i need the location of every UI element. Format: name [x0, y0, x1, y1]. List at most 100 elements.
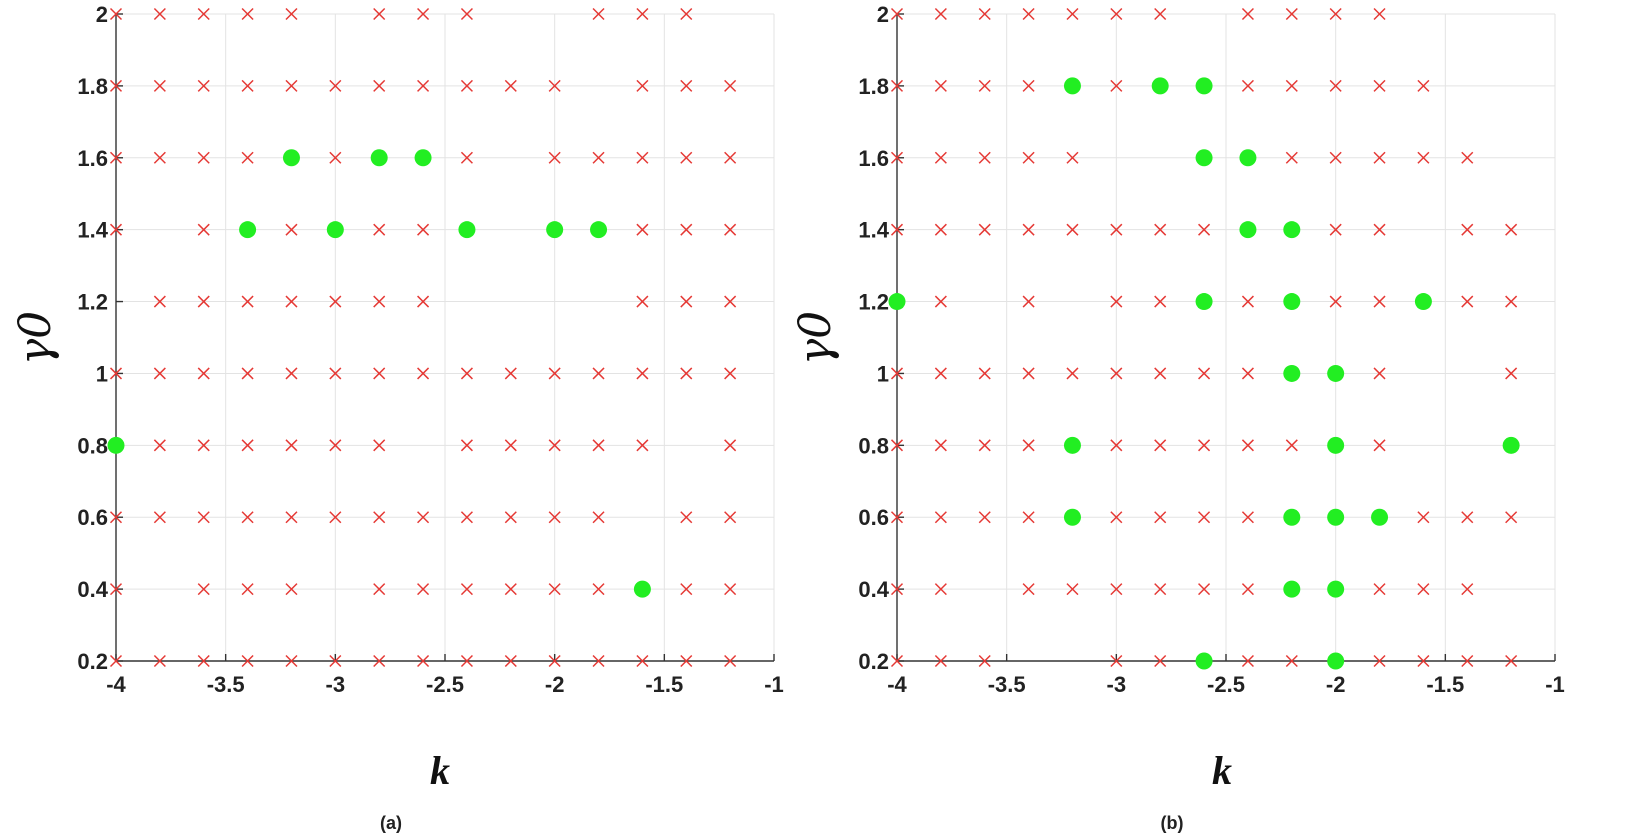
cross-marker — [373, 295, 386, 308]
cross-marker — [1417, 654, 1430, 668]
cross-marker — [890, 439, 904, 452]
y-tick-label: 1.8 — [77, 74, 108, 99]
cross-marker — [680, 367, 693, 380]
cross-marker — [724, 151, 737, 164]
cross-marker — [197, 654, 210, 668]
cross-marker — [1198, 223, 1211, 236]
cross-marker — [1329, 223, 1342, 236]
cross-marker — [329, 295, 342, 308]
x-tick-label: -1 — [764, 672, 784, 697]
cross-marker — [417, 511, 430, 524]
cross-marker — [417, 223, 430, 236]
panel-caption: (b) — [1161, 813, 1184, 833]
cross-marker — [241, 583, 254, 596]
cross-marker — [890, 223, 904, 236]
cross-marker — [890, 511, 904, 524]
cross-marker — [890, 583, 904, 596]
cross-marker — [373, 583, 386, 596]
cross-marker — [504, 367, 517, 380]
cross-marker — [417, 583, 430, 596]
cross-marker — [1373, 7, 1386, 21]
cross-marker — [285, 79, 298, 92]
panel-caption: (a) — [380, 813, 402, 833]
cross-marker — [1154, 583, 1167, 596]
dot-marker — [1063, 436, 1081, 454]
cross-marker — [109, 654, 123, 668]
cross-marker — [978, 367, 991, 380]
cross-marker — [417, 654, 430, 668]
cross-marker — [1417, 583, 1430, 596]
dot-marker — [1283, 293, 1301, 311]
cross-marker — [109, 367, 123, 380]
cross-marker — [197, 439, 210, 452]
dot-marker — [888, 293, 906, 311]
cross-marker — [1373, 583, 1386, 596]
x-tick-label: -4 — [887, 672, 907, 697]
dot-marker — [1195, 77, 1213, 95]
cross-marker — [724, 367, 737, 380]
cross-marker — [1417, 511, 1430, 524]
y-tick-label: 1 — [96, 361, 108, 386]
cross-marker — [934, 295, 947, 308]
cross-marker — [890, 654, 904, 668]
cross-marker — [978, 223, 991, 236]
x-tick-label: -4 — [106, 672, 126, 697]
cross-marker — [548, 511, 561, 524]
cross-marker — [680, 295, 693, 308]
cross-marker — [1066, 583, 1079, 596]
dot-marker — [590, 221, 608, 239]
cross-marker — [636, 79, 649, 92]
cross-marker — [680, 511, 693, 524]
y-tick-label: 0.4 — [858, 577, 889, 602]
cross-marker — [636, 295, 649, 308]
cross-marker — [329, 151, 342, 164]
y-tick-label: 1.6 — [77, 146, 108, 171]
cross-marker — [934, 7, 947, 21]
cross-marker — [1154, 439, 1167, 452]
grid — [115, 13, 775, 662]
cross-marker — [1198, 367, 1211, 380]
x-tick-label: -3 — [1107, 672, 1127, 697]
cross-marker — [197, 223, 210, 236]
cross-marker — [197, 79, 210, 92]
cross-marker — [417, 7, 430, 21]
cross-marker — [329, 367, 342, 380]
cross-marker — [373, 223, 386, 236]
cross-marker — [592, 654, 605, 668]
cross-marker — [680, 654, 693, 668]
cross-marker — [1022, 79, 1035, 92]
x-tick-label: -2 — [1326, 672, 1346, 697]
cross-marker — [724, 654, 737, 668]
cross-marker — [1110, 223, 1123, 236]
cross-marker — [1110, 583, 1123, 596]
cross-marker — [934, 583, 947, 596]
cross-marker — [1285, 79, 1298, 92]
cross-marker — [285, 439, 298, 452]
y-tick-label: 1.2 — [858, 290, 889, 315]
cross-marker — [1110, 367, 1123, 380]
cross-marker — [548, 654, 561, 668]
cross-marker — [1373, 223, 1386, 236]
cross-marker — [1022, 223, 1035, 236]
cross-marker — [153, 7, 166, 21]
cross-marker — [1066, 7, 1079, 21]
dot-marker — [326, 221, 344, 239]
dot-marker — [1327, 508, 1345, 526]
cross-marker — [1066, 223, 1079, 236]
cross-marker — [197, 7, 210, 21]
cross-marker — [285, 583, 298, 596]
cross-marker — [1154, 295, 1167, 308]
dot-marker — [1327, 436, 1345, 454]
cross-marker — [1329, 295, 1342, 308]
cross-marker — [1022, 151, 1035, 164]
cross-marker — [329, 439, 342, 452]
cross-marker — [1373, 295, 1386, 308]
cross-marker — [109, 511, 123, 524]
cross-marker — [1505, 654, 1518, 668]
y-tick-label: 1.6 — [858, 146, 889, 171]
x-tick-labels: -4 -3.5 -3 -2.5 -2 -1.5 -1 — [887, 672, 1565, 697]
cross-marker — [636, 7, 649, 21]
cross-marker — [241, 654, 254, 668]
cross-marker — [153, 151, 166, 164]
dot-marker — [1195, 149, 1213, 167]
